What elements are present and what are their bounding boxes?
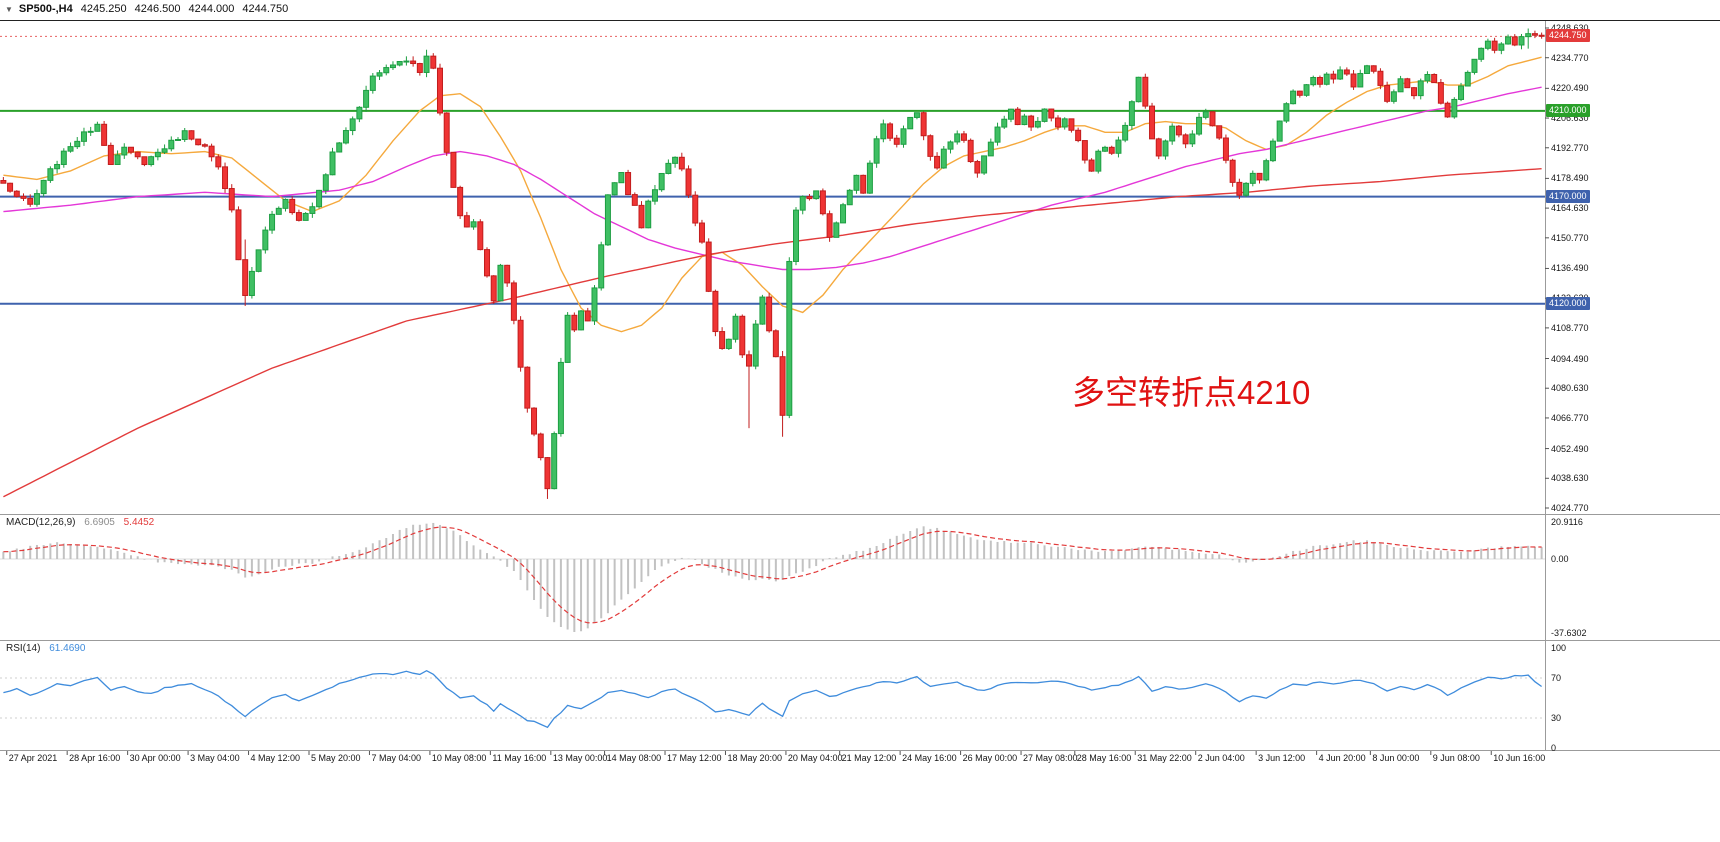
rsi-name: RSI(14) [6, 643, 41, 654]
time-axis-label: 21 May 12:00 [841, 753, 897, 763]
time-axis-label: 9 Jun 08:00 [1432, 753, 1480, 763]
time-axis-label: 24 May 16:00 [902, 753, 957, 763]
time-axis-label: 26 May 00:00 [962, 753, 1018, 763]
price-axis-label: 4066.770 [1551, 412, 1589, 423]
time-axis-label: 27 Apr 2021 [8, 753, 58, 763]
macd-axis-label: -37.6302 [1551, 628, 1587, 638]
time-axis-label: 10 Jun 16:00 [1493, 753, 1546, 763]
chart-header: ▼ SP500-,H4 4245.250 4246.500 4244.000 4… [5, 3, 288, 15]
symbol-title: SP500-,H4 [18, 3, 73, 15]
time-axis-label: 28 Apr 16:00 [69, 753, 121, 763]
macd-main-value: 6.6905 [84, 517, 115, 528]
time-axis-label: 5 May 20:00 [311, 753, 361, 763]
rsi-line [3, 669, 1542, 729]
time-axis-label: 20 May 04:00 [787, 753, 843, 763]
time-axis-label: 28 May 16:00 [1076, 753, 1132, 763]
time-axis-label: 3 May 04:00 [190, 753, 240, 763]
price-axis-label: 4094.490 [1551, 353, 1589, 364]
macd-name: MACD(12,26,9) [6, 517, 76, 528]
rsi-value: 61.4690 [49, 643, 86, 654]
price-axis-label: 4164.630 [1551, 203, 1589, 214]
price-axis-label: 4024.770 [1551, 503, 1589, 513]
ohlc-open: 4245.250 [80, 3, 127, 15]
price-axis-label: 4192.770 [1551, 142, 1589, 153]
time-axis-label: 27 May 08:00 [1023, 753, 1078, 763]
price-axis-label: 4206.630 [1551, 113, 1589, 124]
rsi-axis-label: 30 [1551, 713, 1562, 723]
annotation-text: 多空转折点4210 [1072, 374, 1311, 411]
macd-signal-line [3, 526, 1542, 624]
time-axis-label: 31 May 22:00 [1137, 753, 1192, 763]
time-axis-label: 8 Jun 00:00 [1372, 753, 1420, 763]
rsi-panel [0, 669, 1545, 729]
macd-signal-value: 5.4452 [123, 517, 155, 528]
price-axis-label: 4178.490 [1551, 173, 1589, 184]
macd-indicator-label: MACD(12,26,9) 6.6905 5.4452 [6, 517, 154, 528]
time-axis-label: 4 Jun 20:00 [1318, 753, 1366, 763]
ma-slow-red [3, 168, 1542, 498]
price-axis-label: 4052.490 [1551, 443, 1589, 454]
rsi-axis-label: 100 [1551, 643, 1567, 653]
time-axis-label: 7 May 04:00 [371, 753, 421, 763]
ohlc-close: 4244.750 [242, 3, 289, 15]
level-badge-4120: 4120.000 [1546, 296, 1590, 310]
time-axis-label: 14 May 08:00 [606, 753, 662, 763]
price-axis-label: 4136.490 [1551, 263, 1589, 274]
rsi-axis-label: 0 [1551, 743, 1557, 753]
time-axis-label: 10 May 08:00 [431, 753, 487, 763]
macd-axis-label: 0.00 [1551, 554, 1569, 564]
price-axis-label: 4080.630 [1551, 383, 1589, 394]
macd-panel [0, 522, 1545, 632]
price-panel [0, 28, 1545, 499]
time-axis-label: 3 Jun 12:00 [1258, 753, 1306, 763]
ohlc-low: 4244.000 [188, 3, 235, 15]
level-badge-4170: 4170.000 [1546, 189, 1590, 203]
ohlc-high: 4246.500 [134, 3, 181, 15]
rsi-indicator-label: RSI(14) 61.4690 [6, 643, 85, 654]
macd-axis-label: 20.9116 [1551, 517, 1583, 527]
price-axis-label: 4150.770 [1551, 232, 1589, 243]
time-axis-label: 4 May 12:00 [250, 753, 301, 763]
current-price-badge: 4244.750 [1546, 29, 1590, 43]
time-axis-label: 18 May 20:00 [727, 753, 783, 763]
time-axis-label: 30 Apr 00:00 [129, 753, 181, 763]
time-axis-label: 17 May 12:00 [667, 753, 722, 763]
level-badge-4210: 4210.000 [1546, 103, 1590, 117]
price-axis-label: 4234.770 [1551, 52, 1589, 63]
time-axis-label: 13 May 00:00 [552, 753, 608, 763]
price-axis-label: 4108.770 [1551, 322, 1589, 333]
symbol-marker-icon: ▼ [5, 4, 13, 14]
price-axis-label: 4038.630 [1551, 473, 1589, 484]
ma-mid-magenta [3, 86, 1542, 271]
time-axis-label: 2 Jun 04:00 [1197, 753, 1245, 763]
time-axis-label: 11 May 16:00 [492, 753, 547, 763]
price-axis-label: 4220.490 [1551, 83, 1589, 94]
rsi-axis-label: 70 [1551, 673, 1562, 683]
price-axis-label: 4248.630 [1551, 23, 1589, 33]
